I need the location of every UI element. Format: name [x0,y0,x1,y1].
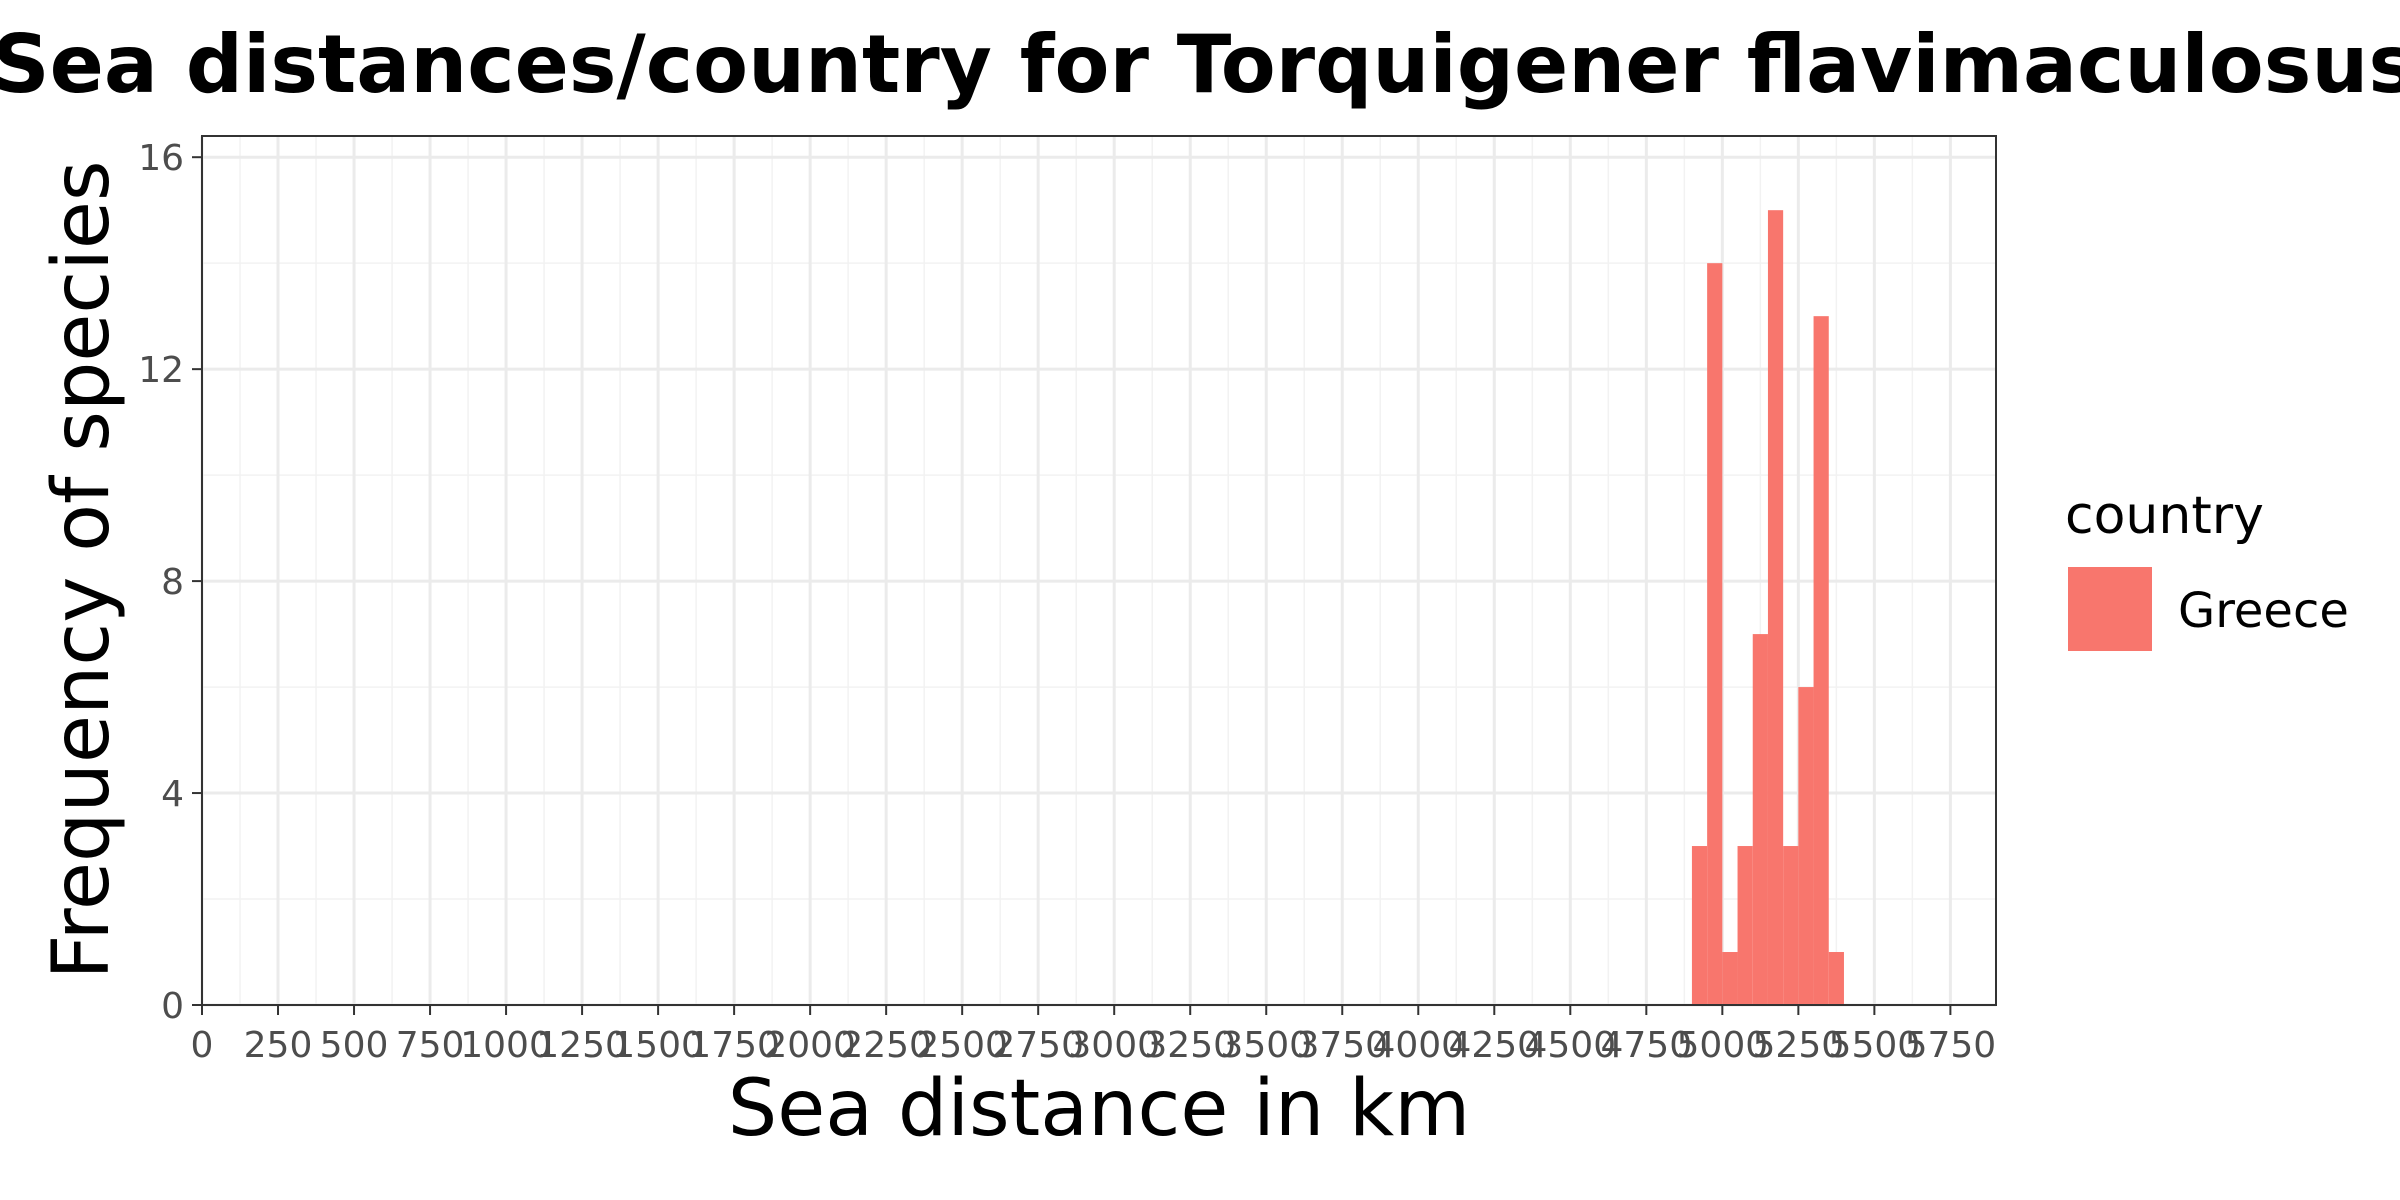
legend: country Greece [2065,486,2349,651]
chart-title: Sea distances/country for Torquigener fl… [0,18,2400,111]
x-tick-label: 4250 [1448,1025,1540,1066]
x-tick-label: 500 [320,1025,389,1066]
y-axis-title: Frequency of species [37,160,127,979]
minor-gridlines [202,136,1996,1005]
x-tick-label: 0 [191,1025,214,1066]
bar [1767,210,1784,1005]
x-tick-label: 2000 [764,1025,856,1066]
bar [1722,952,1738,1005]
legend-title: country [2065,486,2264,546]
y-tick-label: 0 [161,986,184,1027]
x-tick-label: 1250 [536,1025,628,1066]
y-tick-label: 12 [138,350,184,391]
x-tick-label: 3750 [1296,1025,1388,1066]
bar [1707,263,1723,1005]
x-tick-label: 4000 [1372,1025,1464,1066]
x-tick-label: 1500 [612,1025,704,1066]
x-tick-label: 3000 [1068,1025,1160,1066]
bar [1798,687,1814,1005]
x-tick-label: 750 [396,1025,465,1066]
legend-key-greece [2068,567,2152,651]
bar [1783,846,1799,1005]
x-tick-label: 2250 [840,1025,932,1066]
plot-panel [200,135,1997,1007]
bar [1828,952,1844,1005]
y-tick-label: 4 [161,774,184,815]
y-axis: 0 4 8 12 16 [138,138,202,1027]
x-tick-label: 1000 [460,1025,552,1066]
major-gridlines [200,136,1996,1007]
x-tick-label: 1750 [688,1025,780,1066]
bars-greece [1691,210,1844,1005]
bar [1813,316,1829,1005]
x-tick-label: 4500 [1524,1025,1616,1066]
bar [1691,846,1708,1005]
bar [1752,634,1768,1005]
panel-background [202,136,1996,1005]
x-tick-label: 5750 [1905,1025,1997,1066]
x-axis: 0 250 500 750100012501500175020002250250027… [191,1005,1997,1066]
x-tick-label: 2500 [916,1025,1008,1066]
x-tick-label: 3250 [1144,1025,1236,1066]
x-tick-label: 250 [244,1025,313,1066]
y-tick-label: 8 [161,562,184,603]
x-tick-label: 5250 [1753,1025,1845,1066]
x-tick-label: 3500 [1220,1025,1312,1066]
panel-border [201,135,1997,1006]
y-tick-label: 16 [138,138,184,179]
x-tick-label: 2750 [992,1025,1084,1066]
x-tick-label: 5500 [1829,1025,1921,1066]
x-tick-label: 4750 [1601,1025,1693,1066]
bar [1737,846,1753,1005]
x-tick-label: 5000 [1677,1025,1769,1066]
x-axis-title: Sea distance in km [728,1064,1470,1154]
legend-label-greece: Greece [2178,583,2349,639]
